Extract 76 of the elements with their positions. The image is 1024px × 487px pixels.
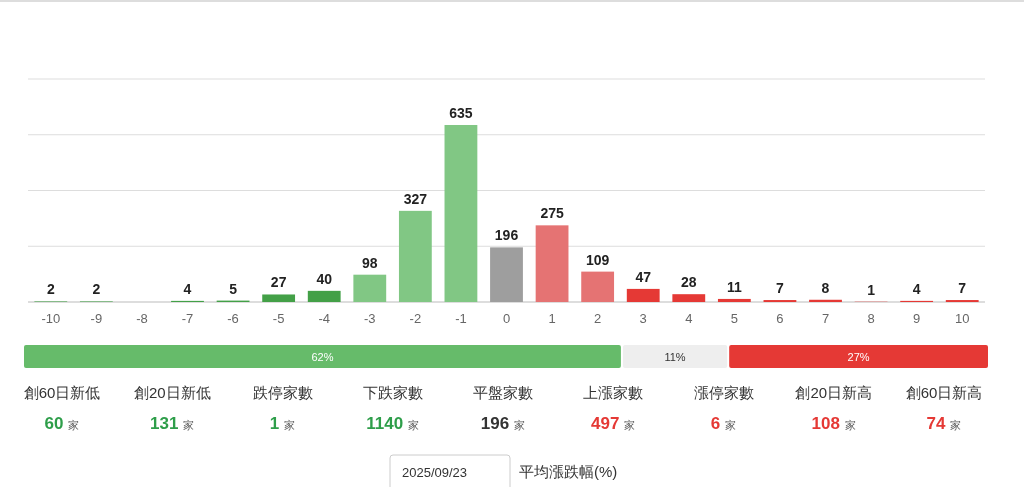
data-label: 196	[494, 227, 519, 244]
bar	[353, 274, 387, 302]
text: 74 家	[926, 414, 962, 433]
x-tick-label: 5	[730, 311, 738, 326]
bar	[672, 294, 706, 302]
x-tick-label: 8	[867, 311, 875, 326]
category-label: 漲停家數	[693, 384, 754, 401]
x-tick-label: -1	[455, 311, 467, 326]
x-tick-label: 0	[502, 311, 511, 326]
x-tick-label: -9	[90, 311, 103, 326]
category-label: 跌停家數	[252, 384, 313, 401]
bar	[809, 299, 842, 302]
category-label: 下跌家數	[362, 384, 423, 401]
x-tick-label: -7	[181, 311, 194, 326]
data-label: 1	[867, 281, 876, 298]
x-tick-label: -4	[318, 311, 330, 326]
data-label: 327	[403, 190, 428, 207]
data-label: 275	[540, 205, 564, 222]
text: 1140 家	[366, 414, 420, 433]
data-label: 40	[316, 270, 333, 287]
bar	[444, 124, 478, 302]
data-label: 5	[229, 280, 238, 297]
category-label: 創20日新高	[795, 384, 873, 401]
data-label: 47	[635, 268, 652, 285]
x-tick-label: -2	[409, 311, 422, 326]
bar	[307, 290, 341, 302]
bar	[262, 294, 296, 302]
data-label: 4	[183, 280, 192, 297]
bar	[490, 247, 523, 302]
data-label: 27	[270, 274, 287, 291]
x-tick-label: -5	[272, 311, 285, 326]
x-tick-label: 10	[954, 311, 970, 326]
data-label: 27%	[847, 350, 870, 363]
text: 131 家	[150, 414, 195, 433]
category-label: 平盤家數	[473, 384, 533, 401]
x-tick-label: -8	[136, 311, 148, 326]
data-label: 28	[681, 274, 697, 291]
data-label: 2	[92, 281, 101, 298]
text: 497 家	[591, 414, 636, 433]
bar	[581, 271, 615, 302]
data-label: 11	[726, 278, 742, 295]
x-tick-label: 1	[548, 311, 556, 326]
bar	[626, 288, 660, 302]
x-tick-label: 2	[594, 311, 602, 326]
data-label: 109	[585, 251, 610, 268]
x-tick-label: -6	[227, 311, 239, 326]
data-label: 62%	[311, 350, 334, 363]
bar	[717, 298, 751, 302]
data-label: 7	[958, 280, 967, 297]
data-label: 635	[449, 104, 473, 121]
text: 2025/09/23	[402, 465, 468, 480]
category-label: 上漲家數	[583, 384, 644, 401]
data-label: 4	[912, 280, 921, 297]
x-tick-label: 6	[776, 311, 784, 326]
x-tick-label: 9	[913, 311, 921, 326]
category-label: 創20日新低	[133, 384, 211, 401]
data-label: 11%	[664, 350, 686, 363]
data-label: 7	[776, 280, 785, 297]
x-tick-label: 3	[639, 311, 647, 326]
data-label: 8	[821, 279, 830, 296]
x-tick-label: 7	[821, 311, 830, 326]
text: 60 家	[44, 414, 80, 433]
x-tick-label: -3	[364, 311, 376, 326]
data-label: 98	[362, 254, 378, 271]
text: 196 家	[480, 414, 526, 433]
bar	[398, 210, 432, 302]
text: 平均漲跌幅(%)	[519, 463, 618, 480]
category-label: 創60日新高	[905, 384, 983, 401]
x-tick-label: 4	[685, 311, 693, 326]
text: 108 家	[811, 414, 856, 433]
x-tick-label: -10	[41, 311, 61, 326]
bar	[535, 225, 569, 302]
data-label: 2	[46, 281, 55, 298]
text: 1 家	[269, 414, 296, 433]
text: 6 家	[710, 414, 737, 433]
category-label: 創60日新低	[23, 384, 101, 401]
